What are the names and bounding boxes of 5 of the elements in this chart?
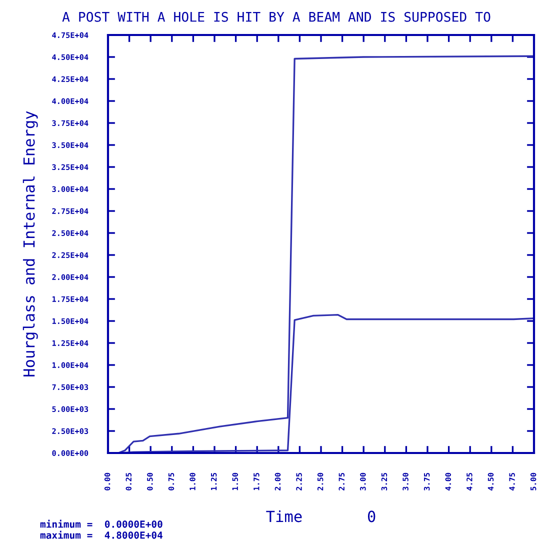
y-axis-title: Hourglass and Internal Energy	[22, 111, 38, 376]
chart-title: A POST WITH A HOLE IS HIT BY A BEAM AND IS SUPPOSED TO	[62, 12, 490, 22]
text: maximum = 4.8000E+04	[40, 530, 162, 539]
x-axis-title: Time 0	[266, 510, 376, 522]
text: minimum = 0.0000E+00	[40, 520, 162, 528]
